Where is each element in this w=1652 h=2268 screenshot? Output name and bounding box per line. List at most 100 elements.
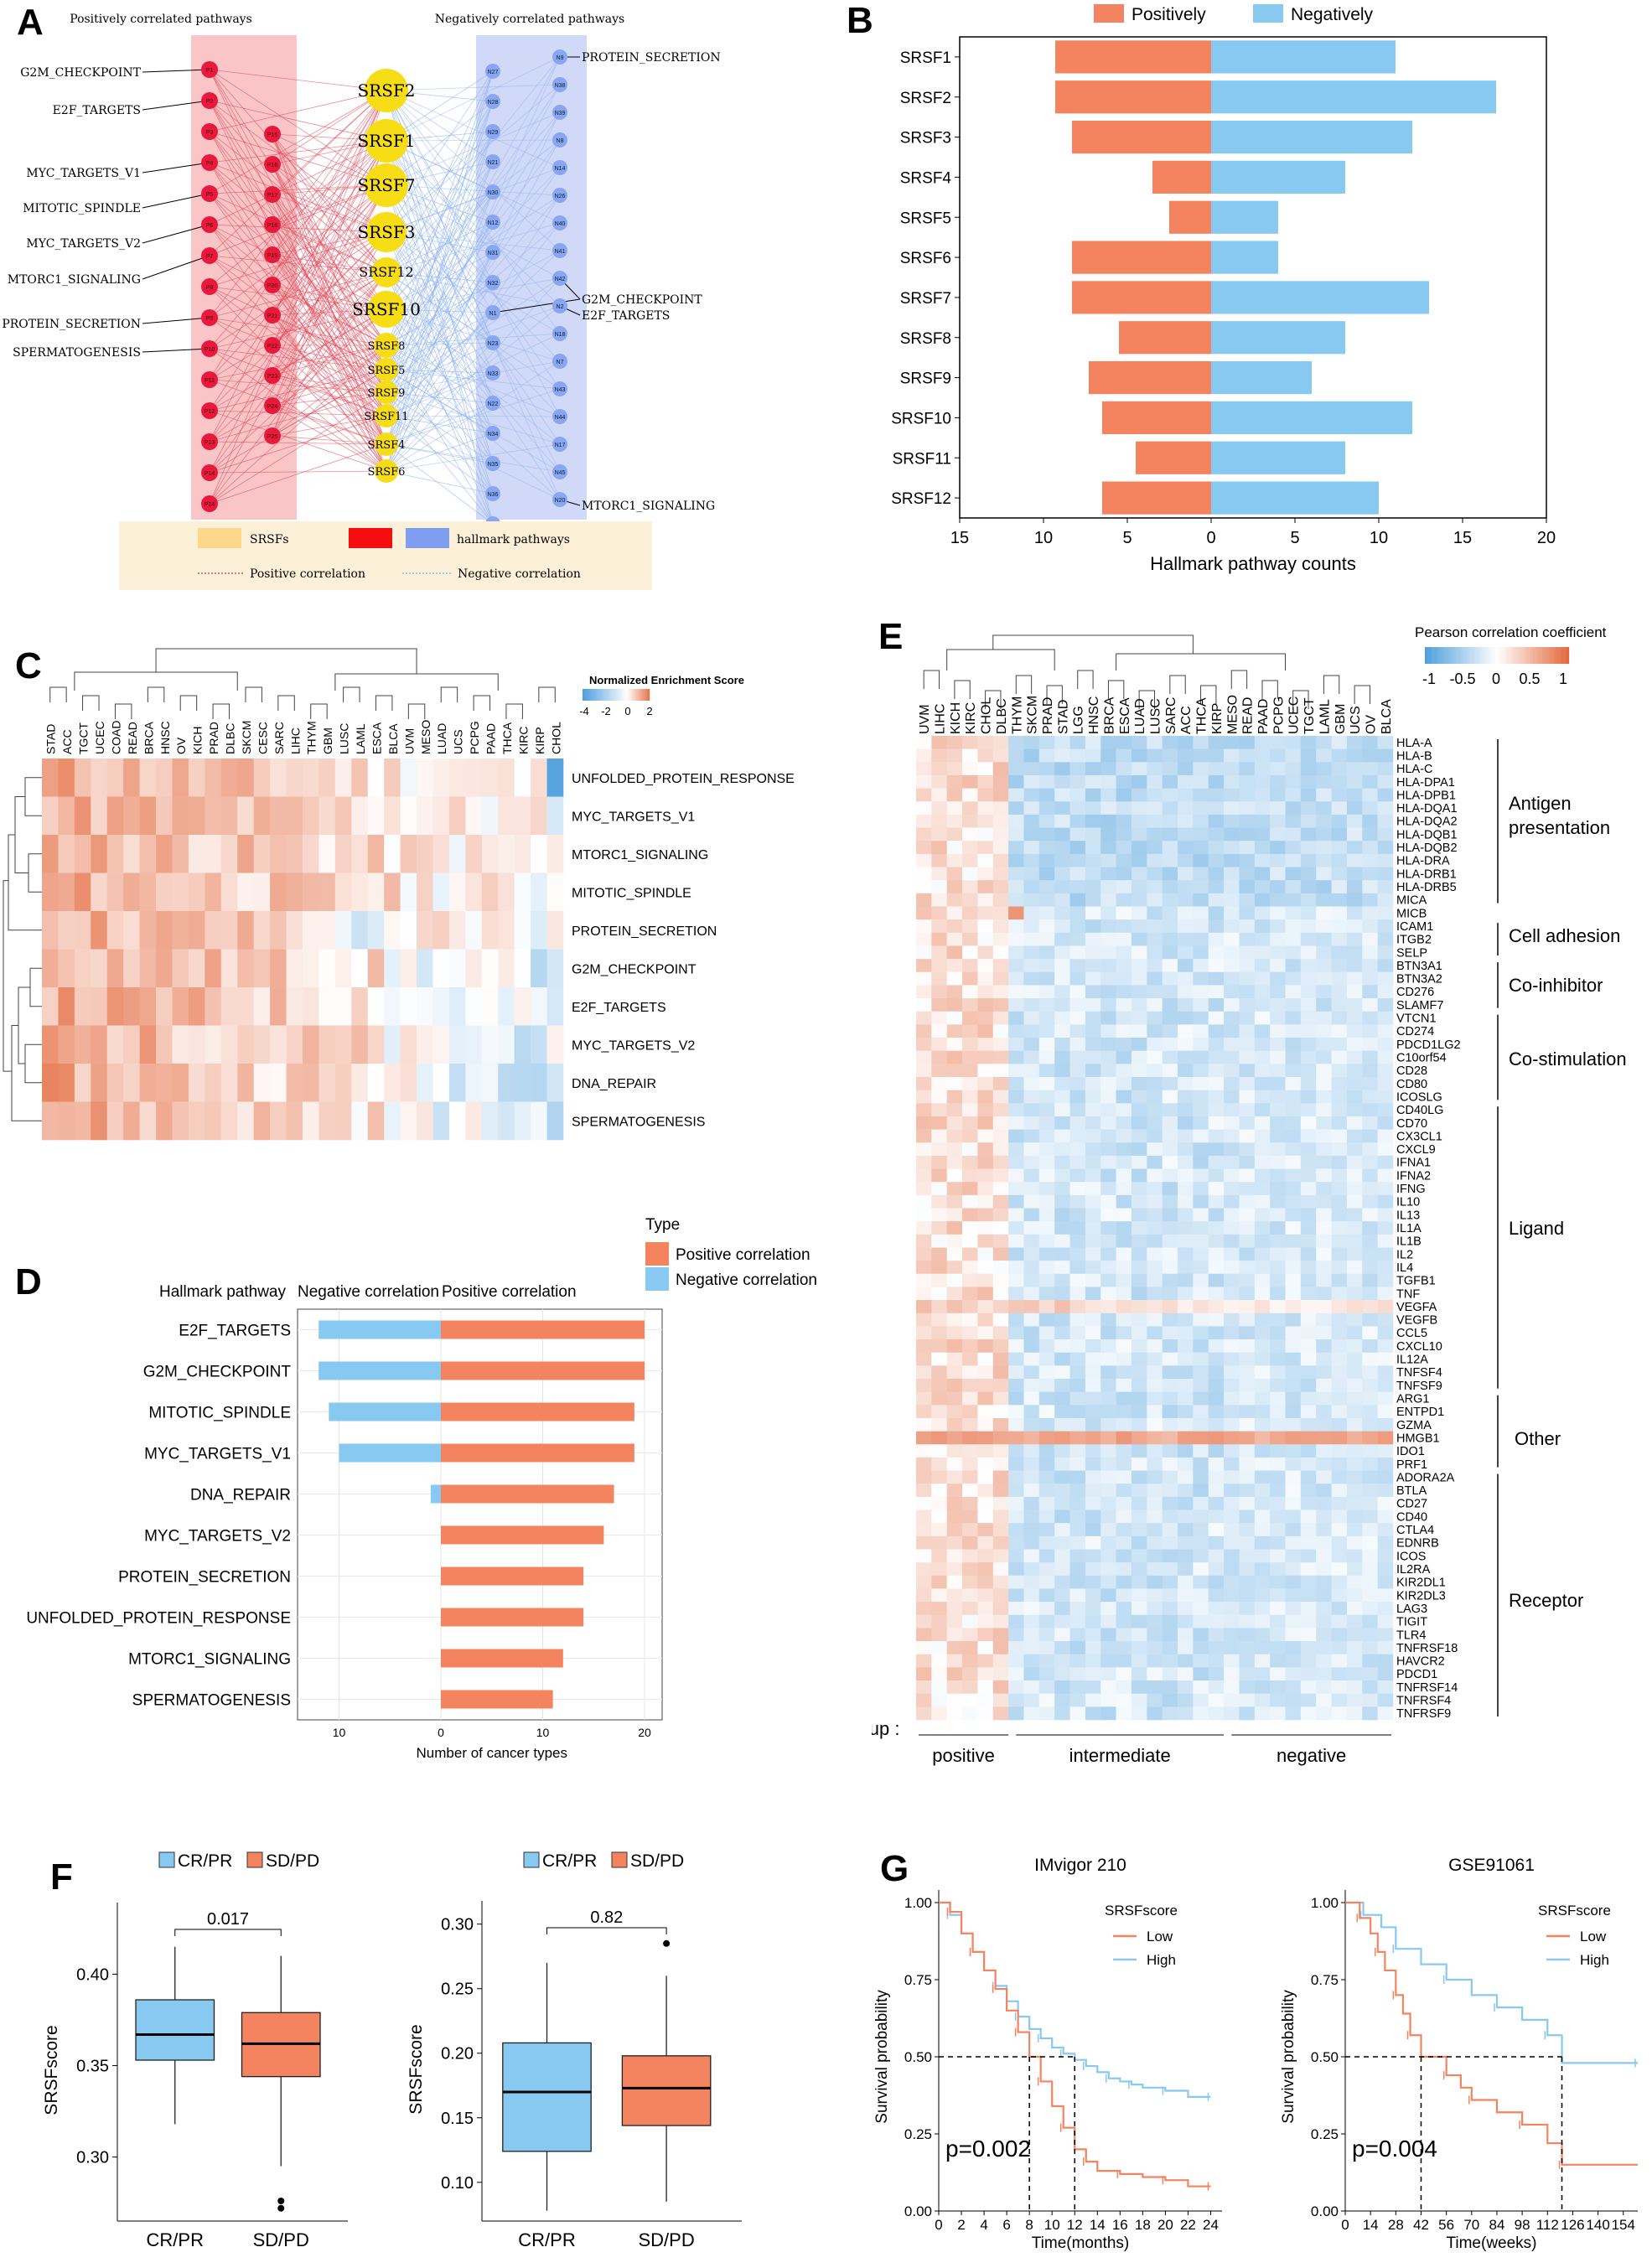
heatmap-cell — [977, 1038, 994, 1051]
heatmap-cell — [1147, 1168, 1163, 1183]
heatmap-cell — [962, 1562, 978, 1577]
header-pathway: Hallmark pathway — [159, 1283, 286, 1301]
heatmap-cell — [1331, 1247, 1348, 1261]
heatmap-cell — [1054, 1667, 1070, 1681]
heatmap-cell — [1008, 736, 1024, 749]
heatmap-cell — [931, 1352, 948, 1366]
heatmap-cell — [1208, 1234, 1225, 1248]
heatmap-cell — [916, 1379, 932, 1392]
heatmap-cell — [1346, 893, 1363, 907]
x-tick-label: SD/PD — [638, 2229, 694, 2250]
positive-edge — [272, 254, 387, 445]
heatmap-cell — [1285, 1050, 1302, 1064]
heatmap-cell — [1316, 1391, 1332, 1406]
heatmap-cell — [931, 919, 948, 934]
heatmap-cell — [1377, 1417, 1394, 1432]
heatmap-cell — [1254, 945, 1271, 960]
heatmap-cell — [1285, 1011, 1302, 1025]
legend-cell — [1533, 647, 1535, 664]
heatmap-cell — [1316, 1614, 1332, 1629]
y-tick-label: 0.75 — [1311, 1972, 1339, 1988]
heatmap-cell — [1270, 1391, 1286, 1406]
heatmap-cell — [1069, 1011, 1086, 1025]
heatmap-cell — [1131, 1208, 1147, 1222]
heatmap-cell — [1162, 853, 1178, 867]
heatmap-cell — [946, 919, 963, 934]
legend-sdpd-text: SD/PD — [266, 1851, 319, 1871]
heatmap-cell — [1054, 1129, 1070, 1143]
heatmap-cell — [1331, 1116, 1348, 1130]
row-label: UNFOLDED_PROTEIN_RESPONSE — [572, 772, 795, 786]
heatmap-cell — [1100, 1208, 1116, 1222]
heatmap-cell — [1316, 1693, 1332, 1707]
negative-edge — [386, 251, 494, 417]
heatmap-cell — [1038, 1339, 1055, 1354]
heatmap-cell — [1054, 1365, 1070, 1380]
plot-title: IMvigor 210 — [1034, 1856, 1126, 1875]
heatmap-cell — [1285, 1247, 1302, 1261]
node-label: P24 — [267, 404, 278, 410]
heatmap-cell — [1100, 788, 1116, 802]
legend-cell — [1439, 647, 1442, 664]
heatmap-cell — [1300, 1024, 1317, 1038]
heatmap-cell — [1100, 1168, 1116, 1183]
heatmap-cell — [1316, 1535, 1332, 1550]
y-tick-label: 0.30 — [76, 2149, 109, 2167]
heatmap-cell — [1085, 748, 1101, 763]
heatmap-cell — [1224, 1326, 1240, 1340]
heatmap-cell — [916, 1168, 932, 1183]
curve-high — [1345, 1901, 1638, 2064]
heatmap-cell — [1270, 1379, 1286, 1392]
heatmap-cell — [977, 1050, 994, 1064]
heatmap-cell — [1285, 1549, 1302, 1563]
legend-cell — [1477, 647, 1479, 664]
negative-edge — [386, 360, 561, 472]
heatmap-cell — [1346, 985, 1363, 999]
heatmap-cell — [1069, 1339, 1086, 1354]
heatmap-cell — [962, 1352, 978, 1366]
heatmap-cell — [1208, 1194, 1225, 1209]
positive-edge — [272, 163, 387, 233]
srsf-node — [375, 459, 398, 483]
heatmap-cell — [1100, 959, 1116, 973]
heatmap-cell — [977, 1628, 994, 1642]
heatmap-cell — [1224, 1379, 1240, 1392]
heatmap-cell — [1100, 1628, 1116, 1642]
heatmap-cell — [1038, 998, 1055, 1012]
positive-edge — [272, 184, 387, 406]
heatmap-cell — [1008, 1457, 1024, 1471]
heatmap-cell — [916, 1208, 932, 1222]
heatmap-cell — [1362, 1168, 1378, 1183]
heatmap-cell — [931, 1064, 948, 1078]
heatmap-cell — [992, 1614, 1009, 1629]
heatmap-cell — [448, 911, 466, 950]
legend-cell — [1558, 647, 1561, 664]
heatmap-cell — [1377, 1588, 1394, 1603]
heatmap-cell — [1038, 788, 1055, 802]
legend-cell — [1567, 647, 1570, 664]
heatmap-cell — [992, 801, 1009, 816]
group-name: positive — [932, 1745, 995, 1766]
heatmap-cell — [1254, 1313, 1271, 1327]
heatmap-cell — [1346, 1050, 1363, 1064]
heatmap-cell — [916, 945, 932, 960]
positive-pathway-node — [264, 126, 281, 142]
heatmap-cell — [1147, 971, 1163, 986]
legend-cell — [1547, 647, 1550, 664]
heatmap-cell — [1224, 1496, 1240, 1510]
negative-edge — [386, 251, 494, 370]
node-label: N31 — [488, 251, 499, 256]
heatmap-cell — [1362, 1221, 1378, 1235]
heatmap-cell — [1193, 1667, 1209, 1681]
dendro-branch — [1354, 685, 1370, 704]
negative-edge — [386, 369, 561, 390]
heatmap-cell — [1362, 1050, 1378, 1064]
heatmap-cell — [1038, 1011, 1055, 1025]
heatmap-cell — [1085, 1090, 1101, 1104]
positive-pathway-node — [201, 92, 218, 109]
heatmap-cell — [123, 873, 140, 912]
heatmap-cell — [1008, 1535, 1024, 1550]
heatmap-cell — [1054, 1326, 1070, 1340]
negative-edge — [386, 140, 494, 253]
bar-positive — [441, 1443, 634, 1463]
